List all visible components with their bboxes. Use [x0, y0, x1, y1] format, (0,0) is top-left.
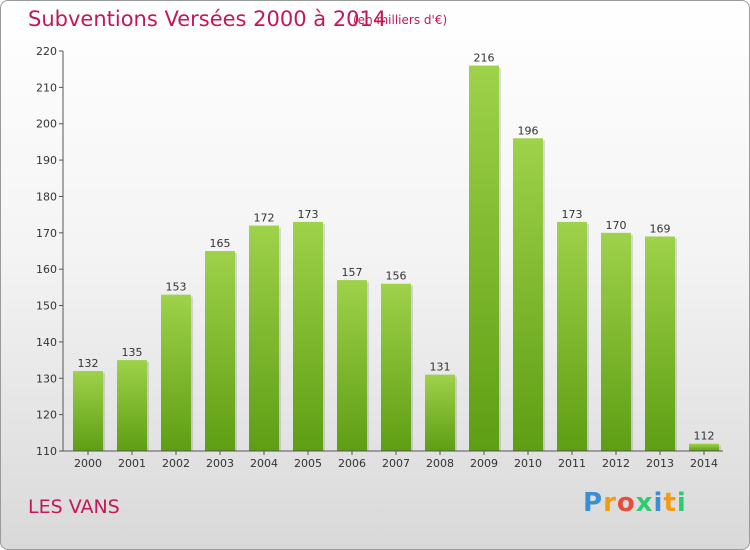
bar — [601, 232, 631, 451]
bar-value-label: 170 — [606, 219, 627, 232]
bar-value-label: 196 — [518, 124, 539, 137]
logo-letter: i — [653, 488, 664, 518]
x-tick-label: 2005 — [294, 457, 322, 470]
y-tick-label: 120 — [36, 409, 57, 422]
x-tick-label: 2008 — [426, 457, 454, 470]
bar — [513, 138, 543, 452]
x-tick-label: 2013 — [646, 457, 674, 470]
chart-subtitle: (en milliers d'€) — [353, 13, 448, 27]
bar — [645, 236, 675, 451]
x-tick-label: 2000 — [74, 457, 102, 470]
x-tick-label: 2009 — [470, 457, 498, 470]
logo-letter: o — [616, 488, 636, 518]
bar-value-label: 169 — [650, 222, 671, 235]
y-tick-label: 180 — [36, 190, 57, 203]
y-tick-label: 220 — [36, 45, 57, 58]
bar — [161, 294, 191, 451]
y-tick-label: 200 — [36, 118, 57, 131]
x-tick-label: 2002 — [162, 457, 190, 470]
x-tick-label: 2003 — [206, 457, 234, 470]
bar-value-label: 165 — [210, 237, 231, 250]
bar-value-label: 112 — [694, 430, 715, 443]
bar-value-label: 173 — [562, 208, 583, 221]
bar — [117, 360, 147, 451]
bar — [425, 374, 455, 451]
bar-value-label: 157 — [342, 266, 363, 279]
chart-title: Subventions Versées 2000 à 2014 — [28, 7, 387, 31]
y-tick-label: 130 — [36, 372, 57, 385]
bar-value-label: 216 — [474, 52, 495, 65]
bar — [381, 283, 411, 451]
x-tick-label: 2001 — [118, 457, 146, 470]
y-tick-label: 170 — [36, 227, 57, 240]
bar — [205, 251, 235, 451]
x-tick-label: 2004 — [250, 457, 278, 470]
y-tick-label: 150 — [36, 300, 57, 313]
x-tick-label: 2011 — [558, 457, 586, 470]
y-tick-label: 140 — [36, 336, 57, 349]
y-tick-label: 160 — [36, 263, 57, 276]
bar — [249, 225, 279, 451]
logo-letter: t — [663, 488, 677, 518]
y-tick-label: 210 — [36, 81, 57, 94]
logo-letter: r — [603, 488, 617, 518]
x-tick-label: 2006 — [338, 457, 366, 470]
bar — [469, 65, 499, 451]
bar-value-label: 132 — [78, 357, 99, 370]
bar — [689, 443, 719, 451]
y-tick-label: 110 — [36, 445, 57, 458]
logo-letter: i — [676, 488, 687, 518]
bar-value-label: 135 — [122, 346, 143, 359]
x-tick-label: 2010 — [514, 457, 542, 470]
bar — [293, 221, 323, 451]
bar — [337, 280, 367, 451]
logo-letter: x — [635, 488, 654, 518]
x-tick-label: 2007 — [382, 457, 410, 470]
logo-letter: P — [583, 488, 604, 518]
bar-value-label: 172 — [254, 212, 275, 225]
bar-value-label: 153 — [166, 281, 187, 294]
bar-value-label: 173 — [298, 208, 319, 221]
bar-value-label: 131 — [430, 361, 451, 374]
x-tick-label: 2014 — [690, 457, 718, 470]
y-tick-label: 190 — [36, 154, 57, 167]
commune-name: LES VANS — [28, 496, 120, 518]
bar — [73, 371, 103, 451]
bar-value-label: 156 — [386, 270, 407, 283]
bar — [557, 221, 587, 451]
proxiti-logo: Proxiti — [583, 488, 687, 518]
x-tick-label: 2012 — [602, 457, 630, 470]
